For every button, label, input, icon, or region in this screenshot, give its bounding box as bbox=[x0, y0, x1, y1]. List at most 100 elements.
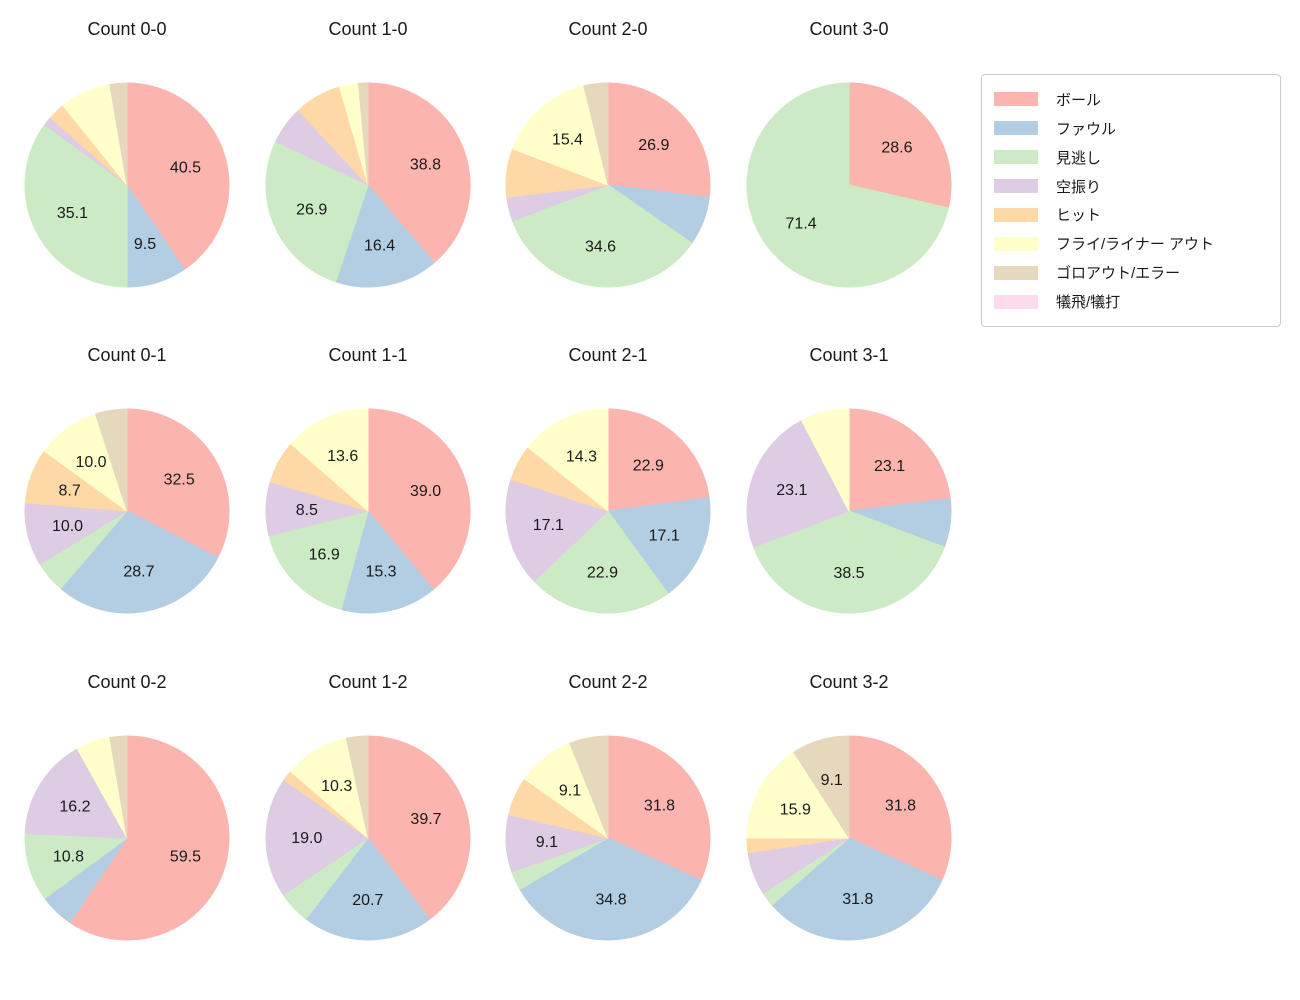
pie-slice-ball bbox=[848, 82, 952, 209]
pie-slice-value-label: 9.1 bbox=[821, 772, 843, 789]
legend: ボールファウル見逃し空振りヒットフライ/ライナー アウト ゴロアウト/エラー 犠飛/… bbox=[981, 74, 1281, 327]
pie-chart-count-3-1: 23.1 38.5 23.1 bbox=[746, 408, 952, 614]
pie-slice-groundout-error bbox=[583, 82, 609, 186]
pie-slice-ball bbox=[367, 735, 471, 920]
pie-slice-foul bbox=[60, 510, 219, 614]
pie-slice-foul bbox=[607, 497, 711, 595]
pie-slice-value-label: 40.5 bbox=[170, 160, 201, 177]
chart-title: Count 0-1 bbox=[87, 345, 167, 365]
pie-slice-swinging-strike bbox=[265, 779, 369, 896]
pie-slice-value-label: 13.6 bbox=[327, 448, 358, 465]
chart-title: Count 0-2 bbox=[87, 672, 167, 692]
chart-title: Count 1-1 bbox=[328, 345, 408, 365]
ball-swatch bbox=[994, 92, 1038, 107]
pie-slice-called-strike bbox=[533, 510, 669, 614]
pie-slice-value-label: 20.7 bbox=[352, 892, 383, 909]
pie-slice-value-label: 15.9 bbox=[780, 801, 811, 818]
pie-slice-value-label: 15.3 bbox=[365, 563, 396, 580]
legend-item-ball: ボール bbox=[994, 89, 1268, 110]
fly-liner-out-swatch bbox=[994, 236, 1038, 251]
pie-slice-swinging-strike bbox=[746, 420, 850, 548]
pie-slice-value-label: 10.0 bbox=[52, 518, 83, 535]
pie-slice-swinging-strike bbox=[24, 748, 128, 839]
pie-slice-value-label: 9.1 bbox=[559, 783, 581, 800]
groundout-error-swatch bbox=[994, 265, 1038, 280]
legend-label: ゴロアウト/エラー bbox=[1056, 265, 1181, 283]
legend-label: ボール bbox=[1056, 91, 1102, 109]
pie-slice-value-label: 26.9 bbox=[296, 202, 327, 219]
chart-title: Count 3-2 bbox=[809, 672, 889, 692]
pie-slice-value-label: 19.0 bbox=[291, 830, 322, 847]
sacrifice-swatch bbox=[994, 294, 1038, 309]
pie-slice-called-strike bbox=[265, 140, 369, 283]
pie-slice-value-label: 28.6 bbox=[881, 140, 912, 157]
pie-slice-groundout-error bbox=[109, 82, 128, 186]
pie-slice-value-label: 71.4 bbox=[786, 216, 817, 233]
pie-slice-value-label: 34.8 bbox=[596, 892, 627, 909]
pie-chart-count-1-1: 39.0 15.3 16.9 8.5 13.6 bbox=[265, 408, 471, 614]
pie-slice-called-strike bbox=[746, 82, 949, 288]
pie-chart-count-0-0: 40.5 9.5 35.1 bbox=[24, 82, 230, 288]
pie-slice-value-label: 14.3 bbox=[566, 449, 597, 466]
chart-title: Count 2-2 bbox=[568, 672, 648, 692]
pie-slice-value-label: 8.5 bbox=[296, 502, 318, 519]
pie-chart-count-2-1: 22.9 17.1 22.9 17.1 14.3 bbox=[505, 408, 711, 614]
pie-slice-value-label: 26.9 bbox=[638, 137, 669, 154]
legend-label: 空振り bbox=[1056, 178, 1102, 196]
pie-slice-value-label: 22.9 bbox=[633, 458, 664, 475]
pie-slice-ball bbox=[607, 408, 710, 512]
pie-slice-called-strike bbox=[268, 510, 369, 610]
pie-slice-fly-liner-out bbox=[290, 408, 369, 512]
called-strike-swatch bbox=[994, 150, 1038, 165]
pie-slice-value-label: 10.3 bbox=[321, 778, 352, 795]
legend-label: フライ/ライナー アウト bbox=[1056, 236, 1215, 254]
pie-slice-groundout-error bbox=[94, 408, 128, 512]
pie-slice-fly-liner-out bbox=[801, 408, 850, 512]
pie-chart-count-2-0: 26.9 34.6 15.4 bbox=[505, 82, 711, 288]
pie-slice-value-label: 31.8 bbox=[644, 798, 675, 815]
pie-slice-ball bbox=[367, 408, 471, 590]
pie-slice-called-strike bbox=[24, 833, 128, 899]
pie-slice-value-label: 16.9 bbox=[309, 546, 340, 563]
pie-chart-count-0-1: 32.5 28.7 10.0 8.7 10.0 bbox=[24, 408, 230, 614]
pie-slice-value-label: 17.1 bbox=[533, 517, 564, 534]
pie-slice-value-label: 28.7 bbox=[123, 564, 154, 581]
pie-slice-value-label: 8.7 bbox=[58, 482, 80, 499]
pie-chart-count-1-0: 38.8 16.4 26.9 bbox=[265, 82, 471, 288]
legend-item-sacrifice: 犠飛/犠打 bbox=[994, 291, 1268, 312]
hit-swatch bbox=[994, 207, 1038, 222]
pie-slice-value-label: 39.0 bbox=[410, 483, 441, 500]
pie-slice-groundout-error bbox=[569, 735, 609, 839]
chart-title: Count 0-0 bbox=[87, 19, 167, 39]
pie-slice-groundout-error bbox=[357, 82, 369, 186]
pie-slice-called-strike bbox=[512, 184, 693, 288]
pie-slice-ball bbox=[367, 82, 471, 264]
pie-slice-foul bbox=[335, 184, 435, 288]
pie-slice-ball bbox=[848, 408, 951, 512]
chart-title: Count 3-0 bbox=[809, 19, 889, 39]
pie-slice-value-label: 17.1 bbox=[649, 528, 680, 545]
chart-title: Count 3-1 bbox=[809, 345, 889, 365]
pie-slice-ball bbox=[607, 735, 711, 881]
chart-title: Count 1-2 bbox=[328, 672, 408, 692]
foul-swatch bbox=[994, 121, 1038, 136]
pie-slice-foul bbox=[771, 837, 943, 941]
pie-slice-foul bbox=[305, 837, 430, 941]
pie-slice-ball bbox=[69, 735, 230, 941]
pie-slice-value-label: 35.1 bbox=[57, 205, 88, 222]
pie-slice-ball bbox=[126, 408, 230, 558]
pie-chart-count-3-2: 31.8 31.8 15.9 9.1 bbox=[746, 735, 952, 941]
pie-slice-value-label: 38.8 bbox=[410, 156, 441, 173]
pie-slice-value-label: 23.1 bbox=[874, 458, 905, 475]
pie-chart-count-2-2: 31.8 34.8 9.1 9.1 bbox=[505, 735, 711, 941]
pie-slice-value-label: 34.6 bbox=[585, 238, 616, 255]
legend-item-called-strike: 見逃し bbox=[994, 147, 1268, 168]
legend-item-foul: ファウル bbox=[994, 118, 1268, 139]
pie-slice-called-strike bbox=[753, 510, 945, 614]
pie-slice-groundout-error bbox=[793, 735, 850, 839]
legend-item-swinging-strike: 空振り bbox=[994, 176, 1268, 197]
legend-item-hit: ヒット bbox=[994, 204, 1268, 225]
pie-slice-value-label: 15.4 bbox=[552, 132, 583, 149]
legend-label: 犠飛/犠打 bbox=[1056, 294, 1121, 311]
